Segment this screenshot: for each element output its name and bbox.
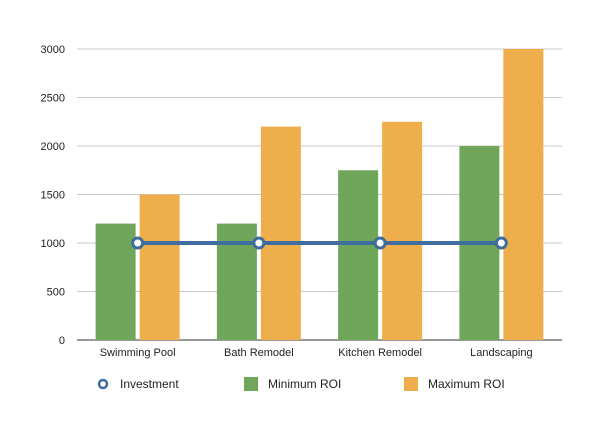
legend-label-investment: Investment: [120, 377, 179, 391]
x-tick-label-bath-remodel: Bath Remodel: [224, 347, 294, 359]
y-tick-label-2000: 2000: [41, 141, 65, 153]
y-tick-label-2500: 2500: [41, 93, 65, 105]
bar-maximum-roi-bath-remodel: [260, 126, 301, 340]
legend-swatch-maximum-roi: [404, 377, 418, 391]
point-investment-kitchen-remodel: [373, 236, 387, 250]
x-tick-label-landscaping: Landscaping: [470, 347, 532, 359]
y-tick-label-1500: 1500: [41, 190, 65, 202]
bar-minimum-roi-swimming-pool: [95, 223, 136, 340]
bar-maximum-roi-kitchen-remodel: [382, 121, 423, 340]
point-investment-landscaping: [494, 236, 508, 250]
x-tick-label-kitchen-remodel: Kitchen Remodel: [338, 347, 422, 359]
legend-marker-investment: [97, 378, 109, 390]
x-tick-label-swimming-pool: Swimming Pool: [100, 347, 176, 359]
legend-label-minimum-roi: Minimum ROI: [268, 377, 341, 391]
y-tick-label-0: 0: [59, 335, 65, 347]
bar-maximum-roi-swimming-pool: [139, 194, 180, 340]
y-tick-label-3000: 3000: [41, 44, 65, 56]
y-tick-label-1000: 1000: [41, 238, 65, 250]
y-tick-label-500: 500: [47, 287, 65, 299]
point-investment-swimming-pool: [131, 236, 145, 250]
legend: Investment Minimum ROI Maximum ROI: [97, 377, 505, 391]
bar-minimum-roi-kitchen-remodel: [338, 170, 379, 340]
legend-swatch-minimum-roi: [244, 377, 258, 391]
point-investment-bath-remodel: [252, 236, 266, 250]
legend-label-maximum-roi: Maximum ROI: [428, 377, 505, 391]
labels: 0 500 1000 1500 2000 2500 3000 Swimming Pool Bat…: [41, 44, 533, 359]
bar-maximum-roi-landscaping: [503, 49, 544, 340]
investment-line-layer: [131, 236, 508, 250]
